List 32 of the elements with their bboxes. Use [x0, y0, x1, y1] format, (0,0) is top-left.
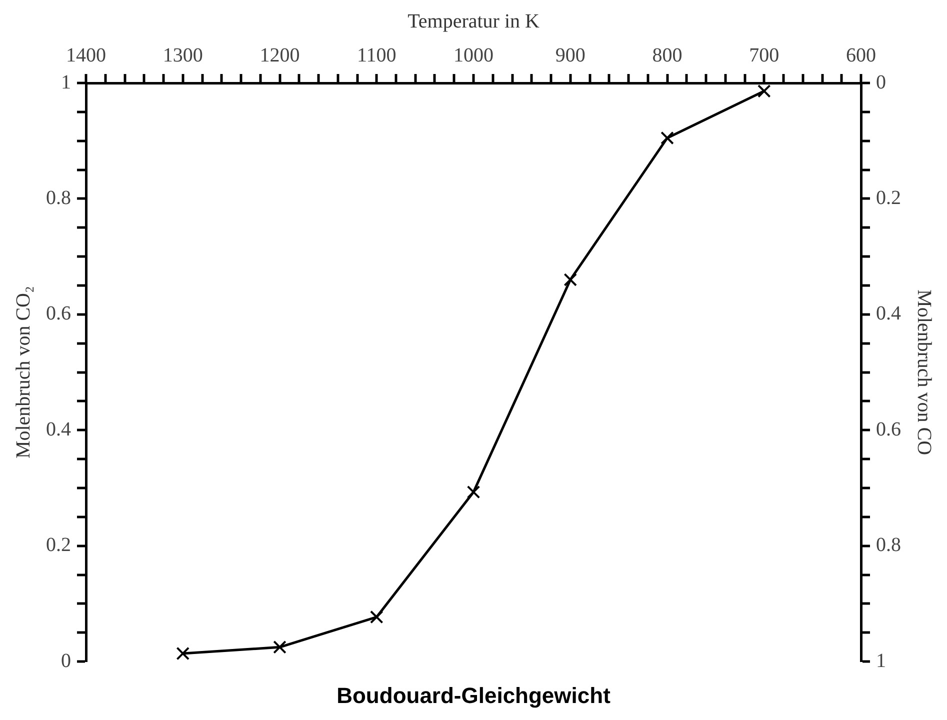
x-tick-label: 1100 [356, 44, 396, 66]
point [176, 646, 190, 660]
y2-tick-label: 1 [876, 650, 886, 672]
text: Boudouard-Gleichgewicht [336, 682, 612, 708]
y-tick-label: 0.4 [46, 418, 71, 440]
x-tick-label: 800 [652, 44, 682, 66]
y2-axis-title: Molenbruch von CO [912, 290, 935, 456]
point [757, 84, 771, 98]
y2-tick-label: 0.6 [876, 418, 901, 440]
y-tick-label: 0.2 [46, 534, 71, 556]
x-axis-title: Temperatur in K [408, 10, 540, 32]
y-tick-label: 0 [61, 650, 71, 672]
y-tick-label: 0.8 [46, 186, 71, 209]
x-tick-label: 1400 [66, 44, 106, 66]
x-tick-label: 1200 [260, 44, 300, 66]
y2-tick-label: 0.2 [876, 186, 901, 209]
point [660, 131, 674, 145]
y2-tick-label: 0 [876, 71, 886, 94]
point [273, 640, 286, 654]
y-axis-title: Molenbruch von CO₂ [12, 286, 34, 459]
x-tick-label: 900 [555, 44, 586, 66]
point [466, 485, 480, 499]
point [370, 610, 384, 624]
x-tick-label: 700 [749, 44, 780, 66]
y2-tick-label: 0.4 [876, 302, 901, 325]
x-tick-label: 1300 [162, 44, 203, 66]
y-tick-label: 0.6 [46, 302, 71, 325]
x-tick-label: 600 [846, 44, 876, 66]
y2-tick-label: 0.8 [876, 534, 901, 556]
x-tick-label: 1000 [454, 44, 494, 66]
point [564, 273, 578, 286]
y-tick-label: 1 [61, 71, 71, 94]
